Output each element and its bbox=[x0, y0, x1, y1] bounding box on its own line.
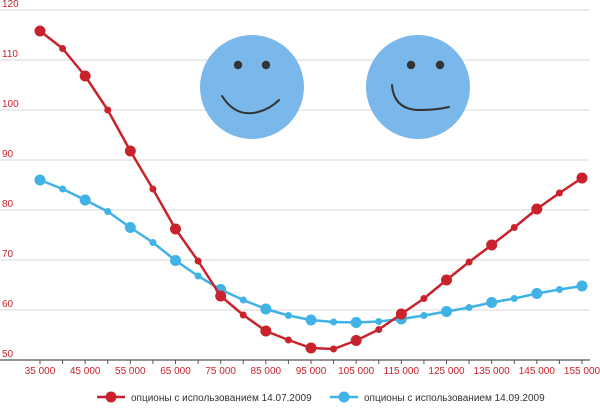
data-point bbox=[215, 290, 227, 302]
smiley-face-icon bbox=[200, 35, 304, 139]
x-tick-label: 115 000 bbox=[384, 366, 420, 377]
y-tick-label: 80 bbox=[2, 199, 14, 210]
data-point bbox=[260, 325, 272, 337]
data-point bbox=[170, 255, 181, 266]
mouth bbox=[391, 84, 450, 112]
data-point bbox=[124, 145, 136, 157]
eye bbox=[233, 60, 243, 70]
x-tick-label: 125 000 bbox=[428, 366, 465, 377]
y-tick-label: 120 bbox=[2, 0, 19, 10]
data-point bbox=[239, 296, 247, 304]
data-point bbox=[531, 203, 543, 215]
data-point bbox=[194, 257, 202, 265]
data-point bbox=[576, 280, 588, 292]
decorative-faces bbox=[200, 35, 470, 139]
data-point bbox=[375, 318, 383, 325]
legend-marker bbox=[338, 391, 350, 403]
axes: 50 60 70 80 90 100 110 120 35 000 45 000 55 000 65 … bbox=[0, 0, 600, 377]
data-point bbox=[465, 258, 473, 266]
data-point bbox=[34, 174, 46, 186]
series bbox=[34, 25, 588, 354]
x-tick-label: 145 000 bbox=[519, 366, 556, 377]
x-tick-label: 105 000 bbox=[338, 366, 375, 377]
data-point bbox=[510, 224, 518, 231]
eye bbox=[261, 60, 271, 70]
data-point bbox=[441, 306, 452, 317]
face-circle bbox=[200, 35, 304, 139]
data-point bbox=[194, 272, 202, 280]
legend-item: опционы с использованием 14.07.2009 bbox=[97, 391, 312, 404]
data-point bbox=[576, 172, 588, 184]
eye bbox=[435, 60, 445, 70]
data-point bbox=[330, 345, 338, 353]
data-point bbox=[149, 185, 157, 193]
x-tick-label: 55 000 bbox=[115, 366, 146, 377]
x-tick-label: 45 000 bbox=[70, 366, 101, 377]
eye bbox=[406, 60, 416, 70]
data-point bbox=[239, 311, 247, 319]
data-point bbox=[59, 45, 67, 52]
x-tick-label: 85 000 bbox=[251, 366, 282, 377]
data-point bbox=[486, 297, 498, 308]
data-point bbox=[284, 336, 292, 344]
data-point bbox=[260, 303, 272, 315]
x-tick-label: 35 000 bbox=[25, 366, 56, 377]
data-point bbox=[79, 194, 91, 206]
data-point bbox=[420, 312, 428, 319]
y-tick-label: 70 bbox=[2, 249, 14, 260]
data-point bbox=[170, 223, 181, 235]
series-2 bbox=[34, 174, 588, 328]
x-tick-label: 95 000 bbox=[296, 366, 327, 377]
x-tick-label: 75 000 bbox=[205, 366, 236, 377]
data-point bbox=[510, 295, 518, 302]
mouth bbox=[221, 95, 280, 115]
data-point bbox=[149, 239, 157, 246]
data-point bbox=[79, 70, 91, 82]
legend-marker bbox=[105, 391, 117, 403]
y-tick-label: 100 bbox=[2, 99, 19, 110]
data-point bbox=[465, 304, 473, 311]
data-point bbox=[531, 288, 543, 299]
data-point bbox=[124, 222, 136, 233]
legend: опционы с использованием 14.07.2009 опцио… bbox=[97, 391, 545, 404]
data-point bbox=[104, 208, 112, 215]
data-point bbox=[350, 335, 362, 346]
y-tick-label: 90 bbox=[2, 149, 14, 160]
y-tick-label: 60 bbox=[2, 299, 14, 310]
data-point bbox=[104, 106, 112, 114]
data-point bbox=[395, 308, 407, 320]
legend-item: опционы с использованием 14.09.2009 bbox=[330, 391, 545, 404]
data-point bbox=[305, 342, 317, 354]
y-tick-label: 110 bbox=[2, 49, 18, 60]
data-point bbox=[555, 189, 563, 197]
data-point bbox=[305, 314, 317, 326]
data-point bbox=[284, 312, 292, 319]
data-point bbox=[59, 185, 67, 193]
x-tick-label: 155 000 bbox=[564, 366, 600, 377]
data-point bbox=[34, 25, 46, 37]
data-point bbox=[420, 295, 428, 302]
face-circle bbox=[366, 35, 470, 139]
data-point bbox=[330, 318, 338, 326]
y-tick-label: 50 bbox=[2, 349, 14, 360]
smiley-face-icon bbox=[366, 35, 470, 139]
x-tick-label: 65 000 bbox=[160, 366, 191, 377]
series-1 bbox=[34, 25, 588, 354]
data-point bbox=[486, 239, 498, 251]
legend-label: опционы с использованием 14.07.2009 bbox=[131, 393, 312, 404]
data-point bbox=[375, 326, 383, 333]
series-line bbox=[39, 178, 583, 324]
data-point bbox=[441, 274, 452, 286]
x-tick-label: 135 000 bbox=[474, 366, 511, 377]
legend-label: опционы с использованием 14.09.2009 bbox=[364, 393, 545, 404]
data-point bbox=[555, 286, 563, 293]
data-point bbox=[350, 317, 362, 328]
